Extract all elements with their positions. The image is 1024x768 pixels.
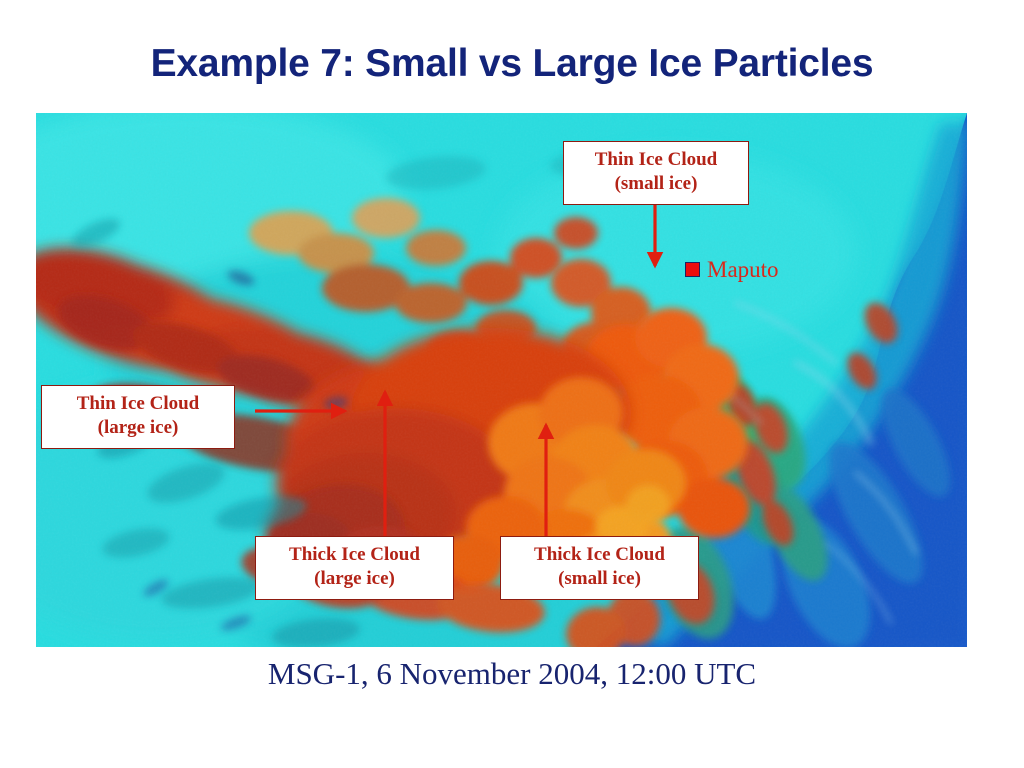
callout-thick-ice-small-ice-line2: (small ice)	[558, 568, 641, 589]
callout-thick-ice-small-ice-line1: Thick Ice Cloud	[534, 544, 665, 565]
city-marker-square	[685, 262, 700, 277]
callout-thin-ice-large-ice[interactable]: Thin Ice Cloud (large ice)	[41, 385, 235, 449]
callout-thick-ice-large-ice-line1: Thick Ice Cloud	[289, 544, 420, 565]
page-title: Example 7: Small vs Large Ice Particles	[150, 42, 874, 85]
callout-thin-ice-small-ice-line2: (small ice)	[614, 173, 698, 194]
city-marker-label: Maputo	[707, 257, 779, 282]
callout-thin-ice-small-ice-line1: Thin Ice Cloud	[594, 149, 718, 170]
callout-thick-ice-large-ice-line2: (large ice)	[314, 568, 395, 589]
callout-thick-ice-small-ice[interactable]: Thick Ice Cloud (small ice)	[500, 536, 699, 600]
callout-thin-ice-large-ice-line2: (large ice)	[97, 417, 179, 438]
callout-thin-ice-large-ice-line1: Thin Ice Cloud	[76, 393, 200, 414]
image-caption: MSG-1, 6 November 2004, 12:00 UTC	[267, 656, 757, 691]
callout-thick-ice-large-ice[interactable]: Thick Ice Cloud (large ice)	[255, 536, 454, 600]
city-marker-maputo[interactable]: Maputo	[685, 258, 779, 281]
callout-thin-ice-small-ice[interactable]: Thin Ice Cloud (small ice)	[563, 141, 749, 205]
